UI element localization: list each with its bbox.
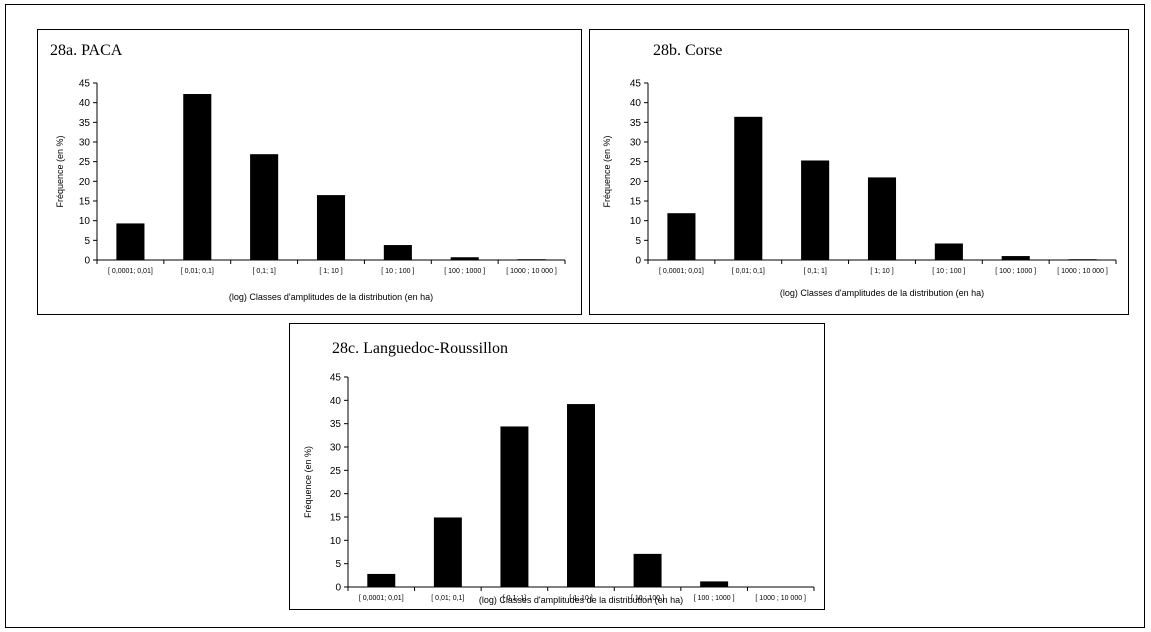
- y-tick-label: 35: [630, 118, 642, 129]
- bar: [867, 177, 897, 260]
- x-tick-label: [ 1; 10 ]: [870, 268, 893, 275]
- bar: [183, 94, 212, 260]
- x-axis-label: (log) Classes d'amplitudes de la distrib…: [780, 288, 984, 298]
- chart-panel-languedoc-roussillon: 28c. Languedoc-Roussillon Fréquence (en …: [289, 323, 825, 610]
- y-axis-label-group: Fréquence (en %): [303, 446, 313, 518]
- y-tick-label: 30: [79, 138, 91, 149]
- x-tick-label: [ 0,0001; 0,01]: [108, 268, 153, 275]
- x-tick-label: [ 100 ; 1000 ]: [694, 595, 735, 602]
- y-tick-label: 45: [79, 79, 91, 90]
- y-tick-label: 35: [79, 118, 91, 129]
- y-axis-label-group: Fréquence (en %): [602, 135, 612, 207]
- y-tick-label: 30: [330, 443, 342, 454]
- y-tick-label: 35: [330, 419, 342, 430]
- y-tick-label: 15: [330, 513, 342, 524]
- y-tick-label: 20: [79, 177, 91, 188]
- chart-title: 28c. Languedoc-Roussillon: [332, 340, 508, 357]
- x-tick-label: [ 10 ; 100 ]: [932, 268, 965, 275]
- y-tick-label: 25: [79, 157, 91, 168]
- bar: [667, 213, 696, 260]
- plot-area: 0 5 10 15 20 25 30 35 40 45 [ 0,0001; 0,01] [ 0,01;…: [79, 79, 566, 275]
- bar: [1001, 256, 1030, 260]
- y-tick-label: 15: [79, 197, 91, 208]
- x-tick-label: [ 10 ; 100 ]: [381, 268, 414, 275]
- y-tick-label: 15: [630, 197, 642, 208]
- figure-frame: [5, 4, 1145, 628]
- bar: [700, 581, 729, 587]
- x-axis-label: (log) Classes d'amplitudes de la distrib…: [229, 292, 433, 302]
- y-tick-label: 45: [330, 373, 342, 384]
- bar: [316, 195, 346, 260]
- x-tick-label: [ 0,0001; 0,01]: [659, 268, 704, 275]
- chart-panel-corse: 28b. Corse Fréquence (en %) (log) Classe…: [589, 29, 1129, 315]
- y-tick-label: 10: [330, 536, 342, 547]
- y-tick-label: 10: [630, 216, 642, 227]
- y-tick-label: 30: [630, 138, 642, 149]
- y-axis-label: Fréquence (en %): [303, 446, 313, 518]
- bar: [450, 257, 479, 260]
- chart-svg-corse: 28b. Corse Fréquence (en %) (log) Classe…: [602, 42, 1117, 298]
- bar: [734, 116, 763, 261]
- bar: [567, 404, 595, 587]
- x-tick-label: [ 0,1; 1]: [503, 595, 526, 602]
- x-axis-label: (log) Classes d'amplitudes de la distrib…: [479, 595, 683, 605]
- x-tick-label: [ 1; 10 ]: [319, 268, 342, 275]
- chart-svg-paca: 28a. PACA Fréquence (en %) (log) Classes…: [50, 42, 566, 302]
- chart-panel-paca: 28a. PACA Fréquence (en %) (log) Classes…: [37, 29, 582, 315]
- x-tick-label: [ 0,01; 0,1]: [181, 268, 214, 275]
- y-tick-label: 5: [335, 559, 341, 570]
- y-tick-label: 45: [630, 79, 642, 90]
- bar: [250, 154, 279, 260]
- y-tick-label: 0: [84, 256, 90, 267]
- x-tick-label: [ 1000 ; 10 000 ]: [506, 268, 557, 275]
- x-tick-label: [ 100 ; 1000 ]: [444, 268, 485, 275]
- chart-title: 28a. PACA: [50, 42, 123, 59]
- y-tick-label: 0: [335, 583, 341, 594]
- y-tick-label: 5: [84, 236, 90, 247]
- bar: [633, 553, 662, 587]
- x-tick-label: [ 0,01; 0,1]: [431, 595, 464, 602]
- chart-svg-languedoc-roussillon: 28c. Languedoc-Roussillon Fréquence (en …: [303, 340, 815, 605]
- y-tick-label: 40: [79, 98, 91, 109]
- bar: [433, 517, 462, 587]
- x-tick-label: [ 1000 ; 10 000 ]: [1057, 268, 1108, 275]
- y-tick-label: 20: [630, 177, 642, 188]
- y-axis-label: Fréquence (en %): [55, 135, 65, 207]
- plot-area: 0 5 10 15 20 25 30 35 40 45 [ 0,0001; 0,01] [ 0,01;…: [630, 79, 1117, 275]
- bar: [367, 573, 396, 587]
- x-tick-label: [ 100 ; 1000 ]: [995, 268, 1036, 275]
- bar: [1068, 259, 1097, 260]
- bar: [517, 259, 546, 260]
- y-axis-label-group: Fréquence (en %): [55, 135, 65, 207]
- x-tick-label: [ 1; 10 ]: [569, 595, 592, 602]
- x-tick-label: [ 0,1; 1]: [803, 268, 826, 275]
- bar: [934, 243, 963, 260]
- y-tick-label: 5: [635, 236, 641, 247]
- y-tick-label: 20: [330, 489, 342, 500]
- y-axis-label: Fréquence (en %): [602, 135, 612, 207]
- y-tick-label: 10: [79, 216, 91, 227]
- y-tick-label: 0: [635, 256, 641, 267]
- bar: [383, 245, 412, 260]
- bar: [500, 426, 529, 587]
- x-tick-label: [ 1000 ; 10 000 ]: [755, 595, 806, 602]
- x-tick-label: [ 10 ; 100 ]: [631, 595, 664, 602]
- bar: [801, 160, 830, 260]
- y-tick-label: 40: [330, 396, 342, 407]
- y-tick-label: 25: [330, 466, 342, 477]
- chart-title: 28b. Corse: [653, 42, 722, 59]
- x-tick-label: [ 0,0001; 0,01]: [359, 595, 404, 602]
- bar: [116, 223, 145, 260]
- y-tick-label: 25: [630, 157, 642, 168]
- x-tick-label: [ 0,1; 1]: [252, 268, 275, 275]
- y-tick-label: 40: [630, 98, 642, 109]
- x-tick-label: [ 0,01; 0,1]: [732, 268, 765, 275]
- plot-area: 0 5 10 15 20 25 30 35 40 45 [ 0,0001; 0,01] [ 0,01;…: [330, 373, 815, 602]
